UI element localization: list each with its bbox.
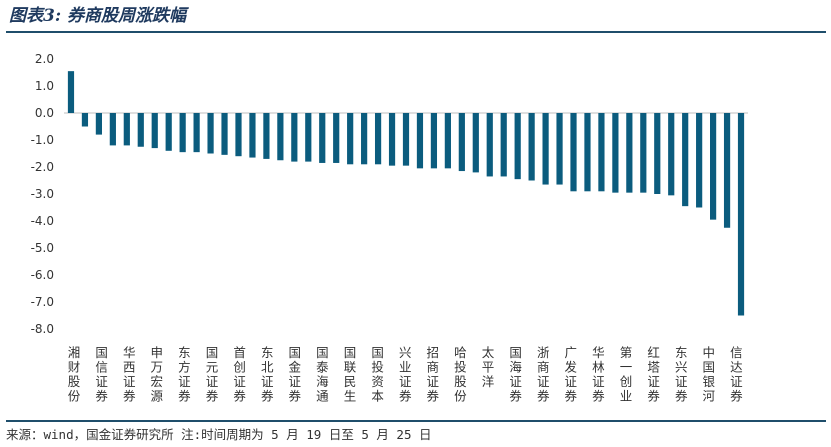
bar xyxy=(277,113,284,161)
bar xyxy=(612,113,619,193)
bar xyxy=(319,113,326,163)
bar xyxy=(388,113,396,166)
x-tick-label: 第一创业 xyxy=(620,345,633,404)
bar xyxy=(472,113,479,173)
x-tick-label: 信达证券 xyxy=(730,345,743,404)
bar xyxy=(123,113,130,146)
bar xyxy=(514,113,521,180)
x-tick-label: 华林证券 xyxy=(592,345,605,404)
y-tick-label: -2.0 xyxy=(31,160,54,174)
source-note: 来源：wind，国金证券研究所 注:时间周期为 5 月 19 日至 5 月 25… xyxy=(6,427,432,442)
x-tick-label: 湘财股份 xyxy=(68,345,81,404)
title-row: 图表3: 券商股周涨跌幅 xyxy=(9,3,186,29)
x-tick-label: 国联民生 xyxy=(344,345,357,404)
x-tick-label: 浙商证券 xyxy=(537,345,550,404)
y-tick-label: -4.0 xyxy=(31,214,54,228)
bar xyxy=(682,113,689,207)
x-tick-label: 兴业证券 xyxy=(399,345,412,404)
y-tick-label: -8.0 xyxy=(31,322,54,336)
bar xyxy=(598,113,605,192)
bar xyxy=(305,113,312,162)
bar xyxy=(249,113,256,158)
x-tick-label: 哈投股份 xyxy=(454,345,467,404)
y-tick-label: -1.0 xyxy=(31,133,54,147)
bar xyxy=(542,113,549,185)
bar xyxy=(193,113,200,153)
bar xyxy=(95,113,102,135)
y-tick-label: -6.0 xyxy=(31,268,54,282)
bar xyxy=(291,113,298,162)
y-tick-label: -7.0 xyxy=(31,295,54,309)
x-tick-label: 申万宏源 xyxy=(151,345,164,404)
bar xyxy=(207,113,214,154)
x-tick-label: 国信证券 xyxy=(95,345,108,404)
y-tick-label: -5.0 xyxy=(31,241,54,255)
bar xyxy=(570,113,577,192)
bar xyxy=(500,113,507,177)
bar xyxy=(696,113,703,208)
bar xyxy=(67,71,75,113)
bar xyxy=(626,113,633,193)
bar xyxy=(374,113,382,165)
x-tick-label: 国元证券 xyxy=(206,345,219,404)
x-tick-label: 东兴证券 xyxy=(675,345,688,404)
bar xyxy=(179,113,186,153)
x-tick-label: 国海证券 xyxy=(509,345,522,404)
bar xyxy=(528,113,535,181)
bar xyxy=(584,113,591,192)
bar xyxy=(486,113,493,177)
bar xyxy=(137,113,144,147)
x-tick-label: 广发证券 xyxy=(565,345,578,404)
bar xyxy=(235,113,242,157)
bar xyxy=(361,113,368,165)
bar xyxy=(165,113,172,151)
bar xyxy=(416,113,424,169)
bar xyxy=(109,113,116,146)
x-tick-label: 东方证券 xyxy=(178,345,191,404)
bar xyxy=(347,113,354,165)
x-tick-label: 中国银河 xyxy=(703,345,716,404)
bottom-rule xyxy=(6,420,826,422)
bar xyxy=(402,113,410,166)
bar xyxy=(333,113,340,163)
x-tick-label: 国投资本 xyxy=(371,345,384,404)
bar xyxy=(737,113,745,316)
bar xyxy=(640,113,647,193)
bar xyxy=(221,113,228,155)
x-tick-label: 东北证券 xyxy=(261,345,274,404)
bar xyxy=(263,113,270,159)
x-tick-label: 太平洋 xyxy=(482,345,495,389)
x-tick-label: 首创证券 xyxy=(233,345,246,404)
bar xyxy=(556,113,563,185)
bar xyxy=(444,113,451,169)
bar xyxy=(151,113,158,149)
x-tick-label: 华西证券 xyxy=(123,345,136,404)
bar xyxy=(710,113,717,220)
bar xyxy=(723,113,731,228)
y-tick-label: 1.0 xyxy=(35,79,54,93)
bar xyxy=(458,113,465,172)
y-tick-label: 0.0 xyxy=(35,106,54,120)
x-tick-label: 国泰海通 xyxy=(316,345,329,404)
x-tick-label: 招商证券 xyxy=(427,345,440,404)
bar xyxy=(654,113,661,194)
bar xyxy=(81,113,89,127)
top-rule xyxy=(6,31,826,33)
bar xyxy=(668,113,675,196)
x-tick-label: 红塔证券 xyxy=(647,345,660,404)
y-tick-label: 2.0 xyxy=(35,52,54,66)
x-tick-label: 国金证券 xyxy=(289,345,302,404)
y-tick-label: -3.0 xyxy=(31,187,54,201)
figure-title: 图表3: 券商股周涨跌幅 xyxy=(9,6,187,26)
bar xyxy=(430,113,438,169)
